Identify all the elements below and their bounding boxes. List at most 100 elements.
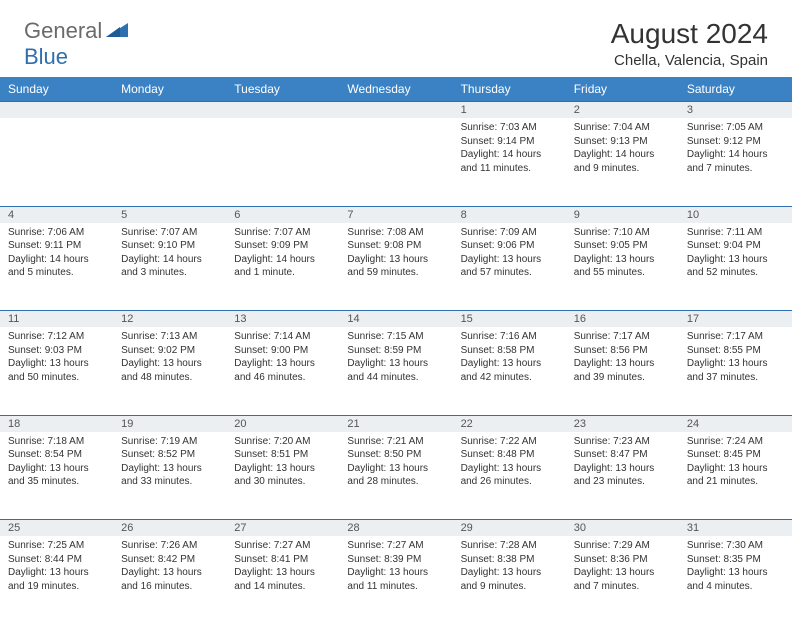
daylight-line: Daylight: 13 hours and 16 minutes. bbox=[121, 566, 218, 593]
daylight-line: Daylight: 13 hours and 14 minutes. bbox=[234, 566, 331, 593]
sunset-line: Sunset: 8:39 PM bbox=[347, 553, 444, 567]
day-number-cell: 4 bbox=[0, 206, 113, 223]
daylight-line: Daylight: 13 hours and 23 minutes. bbox=[574, 462, 671, 489]
sunset-line: Sunset: 9:09 PM bbox=[234, 239, 331, 253]
day-cell: Sunrise: 7:28 AMSunset: 8:38 PMDaylight:… bbox=[453, 536, 566, 624]
weekday-header: Saturday bbox=[679, 77, 792, 102]
day-cell: Sunrise: 7:18 AMSunset: 8:54 PMDaylight:… bbox=[0, 432, 113, 520]
day-number-cell: 18 bbox=[0, 415, 113, 432]
day-cell-body: Sunrise: 7:07 AMSunset: 9:09 PMDaylight:… bbox=[226, 223, 339, 284]
logo-text-blue: Blue bbox=[24, 44, 68, 69]
day-cell-body: Sunrise: 7:07 AMSunset: 9:10 PMDaylight:… bbox=[113, 223, 226, 284]
day-number-cell: 1 bbox=[453, 102, 566, 119]
day-cell bbox=[339, 118, 452, 206]
day-number-cell: 5 bbox=[113, 206, 226, 223]
day-number-cell: 10 bbox=[679, 206, 792, 223]
day-cell-body: Sunrise: 7:29 AMSunset: 8:36 PMDaylight:… bbox=[566, 536, 679, 597]
sunrise-line: Sunrise: 7:12 AM bbox=[8, 330, 105, 344]
sunset-line: Sunset: 8:45 PM bbox=[687, 448, 784, 462]
day-cell-body: Sunrise: 7:19 AMSunset: 8:52 PMDaylight:… bbox=[113, 432, 226, 493]
sunrise-line: Sunrise: 7:27 AM bbox=[234, 539, 331, 553]
day-cell-body: Sunrise: 7:27 AMSunset: 8:41 PMDaylight:… bbox=[226, 536, 339, 597]
location: Chella, Valencia, Spain bbox=[611, 52, 768, 69]
day-number-cell: 20 bbox=[226, 415, 339, 432]
day-cell: Sunrise: 7:16 AMSunset: 8:58 PMDaylight:… bbox=[453, 327, 566, 415]
day-number-row: 18192021222324 bbox=[0, 415, 792, 432]
weekday-header: Thursday bbox=[453, 77, 566, 102]
day-number-cell: 9 bbox=[566, 206, 679, 223]
sunrise-line: Sunrise: 7:15 AM bbox=[347, 330, 444, 344]
day-number-cell: 28 bbox=[339, 520, 452, 537]
sunset-line: Sunset: 8:52 PM bbox=[121, 448, 218, 462]
sunrise-line: Sunrise: 7:16 AM bbox=[461, 330, 558, 344]
day-cell: Sunrise: 7:06 AMSunset: 9:11 PMDaylight:… bbox=[0, 223, 113, 311]
day-cell-body: Sunrise: 7:03 AMSunset: 9:14 PMDaylight:… bbox=[453, 118, 566, 179]
day-cell: Sunrise: 7:04 AMSunset: 9:13 PMDaylight:… bbox=[566, 118, 679, 206]
day-cell-body: Sunrise: 7:28 AMSunset: 8:38 PMDaylight:… bbox=[453, 536, 566, 597]
weekday-header: Tuesday bbox=[226, 77, 339, 102]
day-number-cell: 25 bbox=[0, 520, 113, 537]
daylight-line: Daylight: 14 hours and 11 minutes. bbox=[461, 148, 558, 175]
sunrise-line: Sunrise: 7:07 AM bbox=[234, 226, 331, 240]
day-cell-body: Sunrise: 7:06 AMSunset: 9:11 PMDaylight:… bbox=[0, 223, 113, 284]
day-number-cell: 29 bbox=[453, 520, 566, 537]
sunrise-line: Sunrise: 7:05 AM bbox=[687, 121, 784, 135]
day-cell: Sunrise: 7:17 AMSunset: 8:56 PMDaylight:… bbox=[566, 327, 679, 415]
day-cell-body: Sunrise: 7:30 AMSunset: 8:35 PMDaylight:… bbox=[679, 536, 792, 597]
daylight-line: Daylight: 13 hours and 30 minutes. bbox=[234, 462, 331, 489]
sunrise-line: Sunrise: 7:29 AM bbox=[574, 539, 671, 553]
day-number-cell: 8 bbox=[453, 206, 566, 223]
day-number-cell: 16 bbox=[566, 311, 679, 328]
day-number-row: 45678910 bbox=[0, 206, 792, 223]
sunset-line: Sunset: 9:10 PM bbox=[121, 239, 218, 253]
day-number-cell: 30 bbox=[566, 520, 679, 537]
daylight-line: Daylight: 13 hours and 37 minutes. bbox=[687, 357, 784, 384]
sunset-line: Sunset: 9:02 PM bbox=[121, 344, 218, 358]
day-body-row: Sunrise: 7:03 AMSunset: 9:14 PMDaylight:… bbox=[0, 118, 792, 206]
sunrise-line: Sunrise: 7:20 AM bbox=[234, 435, 331, 449]
day-cell: Sunrise: 7:08 AMSunset: 9:08 PMDaylight:… bbox=[339, 223, 452, 311]
day-body-row: Sunrise: 7:12 AMSunset: 9:03 PMDaylight:… bbox=[0, 327, 792, 415]
day-number-cell: 21 bbox=[339, 415, 452, 432]
sunrise-line: Sunrise: 7:18 AM bbox=[8, 435, 105, 449]
sunset-line: Sunset: 9:13 PM bbox=[574, 135, 671, 149]
day-number-cell: 11 bbox=[0, 311, 113, 328]
daylight-line: Daylight: 13 hours and 35 minutes. bbox=[8, 462, 105, 489]
day-cell-body: Sunrise: 7:17 AMSunset: 8:56 PMDaylight:… bbox=[566, 327, 679, 388]
day-cell: Sunrise: 7:19 AMSunset: 8:52 PMDaylight:… bbox=[113, 432, 226, 520]
weekday-header: Monday bbox=[113, 77, 226, 102]
day-cell-body: Sunrise: 7:05 AMSunset: 9:12 PMDaylight:… bbox=[679, 118, 792, 179]
day-cell: Sunrise: 7:07 AMSunset: 9:09 PMDaylight:… bbox=[226, 223, 339, 311]
sunset-line: Sunset: 9:12 PM bbox=[687, 135, 784, 149]
sunrise-line: Sunrise: 7:06 AM bbox=[8, 226, 105, 240]
day-cell: Sunrise: 7:09 AMSunset: 9:06 PMDaylight:… bbox=[453, 223, 566, 311]
day-cell-body: Sunrise: 7:26 AMSunset: 8:42 PMDaylight:… bbox=[113, 536, 226, 597]
sunset-line: Sunset: 9:06 PM bbox=[461, 239, 558, 253]
header: General August 2024 Chella, Valencia, Sp… bbox=[0, 0, 792, 77]
daylight-line: Daylight: 13 hours and 21 minutes. bbox=[687, 462, 784, 489]
sunrise-line: Sunrise: 7:10 AM bbox=[574, 226, 671, 240]
sunset-line: Sunset: 9:08 PM bbox=[347, 239, 444, 253]
day-number-cell: 2 bbox=[566, 102, 679, 119]
day-cell: Sunrise: 7:12 AMSunset: 9:03 PMDaylight:… bbox=[0, 327, 113, 415]
day-number-cell bbox=[339, 102, 452, 119]
sunset-line: Sunset: 8:51 PM bbox=[234, 448, 331, 462]
daylight-line: Daylight: 14 hours and 5 minutes. bbox=[8, 253, 105, 280]
day-number-cell: 22 bbox=[453, 415, 566, 432]
day-cell-body: Sunrise: 7:16 AMSunset: 8:58 PMDaylight:… bbox=[453, 327, 566, 388]
daylight-line: Daylight: 13 hours and 59 minutes. bbox=[347, 253, 444, 280]
daylight-line: Daylight: 13 hours and 7 minutes. bbox=[574, 566, 671, 593]
daylight-line: Daylight: 13 hours and 39 minutes. bbox=[574, 357, 671, 384]
day-cell-body: Sunrise: 7:14 AMSunset: 9:00 PMDaylight:… bbox=[226, 327, 339, 388]
sunset-line: Sunset: 8:54 PM bbox=[8, 448, 105, 462]
daylight-line: Daylight: 13 hours and 11 minutes. bbox=[347, 566, 444, 593]
day-number-cell: 6 bbox=[226, 206, 339, 223]
day-number-cell: 7 bbox=[339, 206, 452, 223]
sunset-line: Sunset: 8:59 PM bbox=[347, 344, 444, 358]
sunset-line: Sunset: 8:42 PM bbox=[121, 553, 218, 567]
sunrise-line: Sunrise: 7:17 AM bbox=[574, 330, 671, 344]
day-number-cell: 3 bbox=[679, 102, 792, 119]
daylight-line: Daylight: 14 hours and 9 minutes. bbox=[574, 148, 671, 175]
day-cell-body: Sunrise: 7:11 AMSunset: 9:04 PMDaylight:… bbox=[679, 223, 792, 284]
day-cell-body: Sunrise: 7:12 AMSunset: 9:03 PMDaylight:… bbox=[0, 327, 113, 388]
